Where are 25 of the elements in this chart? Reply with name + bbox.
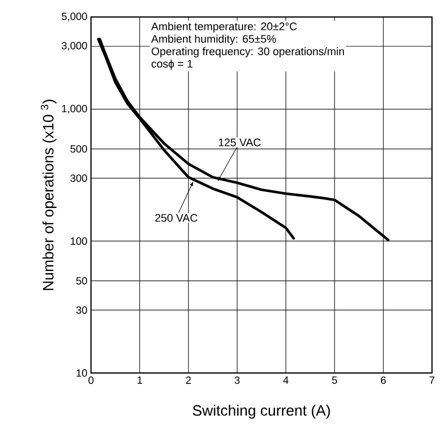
annotation: cosϕ = 1 [152, 60, 192, 70]
y-tick-label: 3,000 [62, 42, 88, 51]
x-tick-label: 3 [234, 376, 240, 384]
y-tick-label: 100 [70, 237, 88, 245]
x-tick-label: 2 [186, 376, 191, 384]
y-tick-label: 50 [76, 277, 88, 285]
y-tick-label: 10 [76, 369, 88, 377]
x-tick-label: 0 [88, 376, 94, 384]
x-tick-label: 4 [283, 376, 288, 384]
y-tick-label: 5,000 [62, 12, 88, 22]
x-axis-title: Switching current (A) [192, 404, 330, 419]
text: 250 VAC [155, 214, 198, 222]
y-tick-label: 1,000 [62, 104, 88, 114]
x-tick-label: 5 [332, 376, 338, 384]
annotation: Ambient humidity: 65±5% [151, 34, 276, 45]
text: 125 VAC [218, 138, 261, 146]
y-tick-label: 300 [70, 174, 88, 182]
x-tick-label: 7 [430, 376, 434, 384]
annotation: Ambient temperature: 20±2°C [151, 22, 297, 32]
y-axis-title: Number of operations (x10 $^{3}$) [40, 100, 56, 290]
annotation: Operating frequency: 30 operations/min [152, 47, 344, 58]
x-tick-label: 1 [138, 376, 142, 384]
y-tick-label: 500 [70, 145, 88, 153]
y-tick-label: 30 [76, 306, 88, 314]
x-tick-label: 6 [380, 376, 386, 384]
